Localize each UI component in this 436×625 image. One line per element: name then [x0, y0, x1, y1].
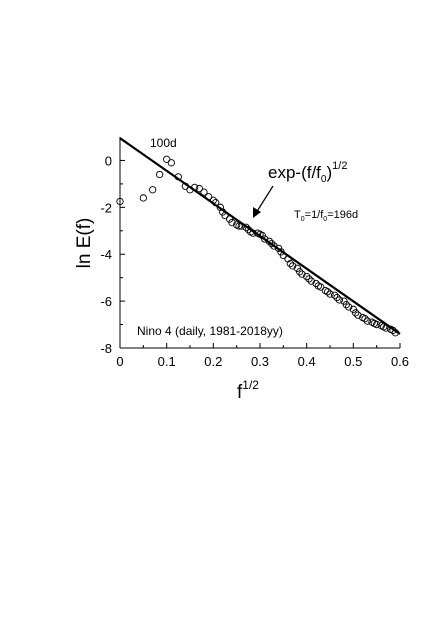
data-point: [361, 315, 369, 323]
data-point: [335, 296, 343, 304]
x-tick-label: 0.5: [344, 354, 362, 369]
x-tick-label: 0.6: [391, 354, 409, 369]
data-point: [163, 155, 171, 163]
peak-label: 100d: [150, 136, 177, 150]
data-point: [116, 197, 124, 206]
x-tick-label: 0.3: [251, 354, 269, 369]
ticks: 0 0.1 0.2 0.3 0.4 0.5 0.6 0 -2 -4 -6 -8: [100, 153, 409, 369]
data-point: [195, 184, 203, 193]
data-point: [296, 268, 304, 276]
data-point: [298, 270, 306, 278]
data-point: [312, 279, 320, 288]
fit-line-group: [119, 137, 401, 335]
x-axis-title-sup: 1/2: [242, 378, 259, 392]
data-point: [270, 242, 278, 250]
fit-label: exp-(f/f0)1/2: [268, 160, 347, 185]
x-tick-label: 0.4: [298, 354, 316, 369]
data-points: [116, 155, 399, 337]
data-point: [268, 240, 276, 248]
data-point: [363, 317, 371, 325]
data-point: [235, 222, 243, 230]
y-tick-label: -2: [100, 200, 112, 215]
fit-line: [119, 137, 401, 335]
data-point: [326, 290, 334, 298]
y-tick-label: -4: [100, 247, 112, 262]
fit-label-sup: 1/2: [332, 160, 347, 172]
fit-label-sub: 0: [321, 174, 327, 185]
data-point: [317, 283, 325, 291]
data-point: [342, 300, 350, 309]
data-point: [200, 188, 208, 196]
data-point: [261, 235, 269, 243]
data-point: [228, 218, 236, 227]
data-point: [286, 259, 294, 268]
y-tick-label: 0: [105, 153, 112, 168]
x-axis-title: f1/2: [237, 378, 259, 403]
data-point: [354, 311, 362, 319]
data-point: [324, 288, 332, 296]
data-point: [149, 186, 157, 194]
data-point: [307, 277, 315, 285]
data-point: [345, 303, 353, 311]
data-point: [373, 320, 381, 329]
y-tick-label: -8: [100, 341, 112, 356]
data-point: [331, 291, 339, 299]
t0-label: T0=1/f0=196d: [294, 209, 358, 223]
data-point: [333, 293, 341, 302]
fit-label-tail: ): [326, 163, 332, 182]
data-point: [167, 159, 175, 167]
data-point: [303, 272, 311, 281]
data-point: [156, 170, 164, 179]
y-axis-title: ln E(f): [74, 218, 95, 269]
data-point: [139, 194, 147, 202]
data-point: [289, 262, 297, 270]
y-tick-label: -6: [100, 294, 112, 309]
x-tick-label: 0: [116, 354, 123, 369]
arrow: [253, 185, 274, 218]
dataset-label: Nino 4 (daily, 1981-2018yy): [137, 324, 283, 338]
data-point: [352, 309, 360, 317]
x-tick-label: 0.2: [204, 354, 222, 369]
x-tick-label: 0.1: [158, 354, 176, 369]
data-point: [305, 275, 313, 283]
